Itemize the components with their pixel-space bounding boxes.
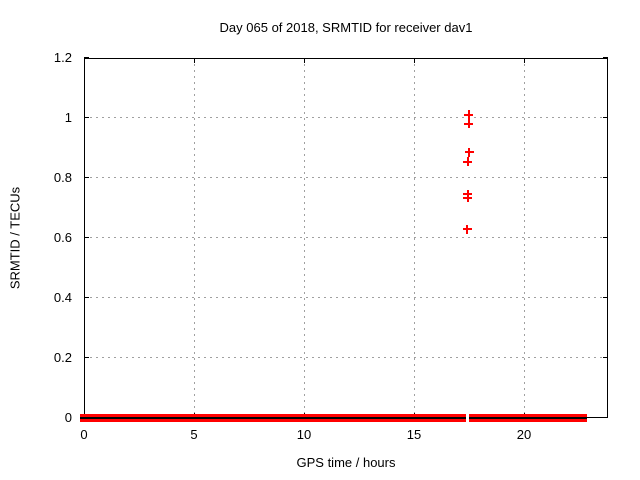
x-tick-label: 10 bbox=[296, 427, 312, 442]
y-tick-right bbox=[603, 357, 608, 358]
y-tick-right bbox=[603, 237, 608, 238]
y-tick-left bbox=[84, 177, 89, 178]
plus-marker bbox=[464, 110, 474, 119]
plus-marker-vbar bbox=[466, 157, 469, 167]
y-tick-right bbox=[603, 117, 608, 118]
plus-marker-vbar bbox=[466, 193, 469, 203]
plot-border bbox=[84, 57, 608, 418]
gridline-horizontal bbox=[84, 297, 608, 298]
y-tick-label: 0.8 bbox=[53, 169, 72, 185]
y-tick-left bbox=[84, 357, 89, 358]
plus-marker bbox=[463, 157, 473, 167]
plus-marker-vbar bbox=[467, 119, 470, 128]
y-tick-left bbox=[84, 297, 89, 298]
plus-marker-vbar bbox=[468, 147, 471, 157]
y-tick-right bbox=[603, 177, 608, 178]
plus-marker bbox=[464, 119, 474, 128]
gridline-horizontal bbox=[84, 177, 608, 178]
y-tick-label: 0 bbox=[64, 409, 72, 425]
plus-marker bbox=[463, 193, 473, 203]
y-tick-label: 0.2 bbox=[53, 349, 72, 365]
y-tick-left bbox=[84, 117, 89, 118]
y-tick-left bbox=[84, 237, 89, 238]
x-tick-top bbox=[413, 57, 415, 63]
zero-band-segment bbox=[469, 414, 588, 422]
gridline-horizontal bbox=[84, 117, 608, 118]
gridline-horizontal bbox=[84, 237, 608, 238]
zero-band-gap bbox=[466, 413, 470, 423]
plus-marker-vbar bbox=[467, 110, 470, 119]
y-tick-label: 1.2 bbox=[53, 49, 72, 65]
x-tick-top bbox=[193, 57, 195, 63]
y-tick-label: 1 bbox=[64, 109, 72, 125]
x-tick-label: 20 bbox=[516, 427, 532, 442]
x-tick-label: 5 bbox=[190, 427, 198, 442]
plot-area bbox=[79, 57, 608, 423]
x-axis-label: GPS time / hours bbox=[296, 455, 396, 470]
gridline-horizontal bbox=[84, 357, 608, 358]
y-tick-label: 0.4 bbox=[53, 289, 72, 305]
x-tick-label: 15 bbox=[406, 427, 422, 442]
x-tick-top bbox=[303, 57, 305, 63]
plus-marker-vbar bbox=[466, 224, 469, 234]
plus-marker bbox=[462, 224, 472, 234]
plus-marker bbox=[464, 147, 474, 157]
y-tick-right bbox=[603, 297, 608, 298]
x-tick-top bbox=[523, 57, 525, 63]
y-tick-right bbox=[603, 417, 608, 418]
zero-band-segment bbox=[79, 414, 467, 422]
y-tick-label: 0.6 bbox=[53, 229, 72, 245]
chart-title: Day 065 of 2018, SRMTID for receiver dav… bbox=[219, 20, 473, 35]
x-tick-label: 0 bbox=[80, 427, 88, 442]
